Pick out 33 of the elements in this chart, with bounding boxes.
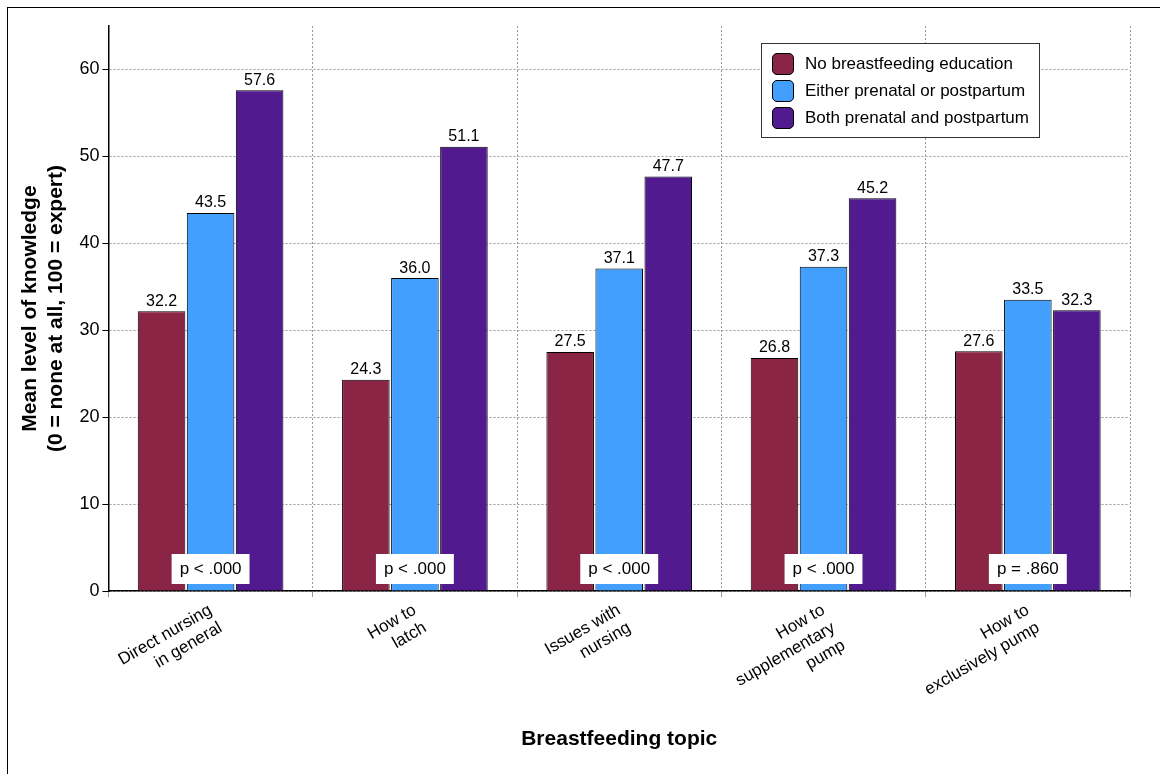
y-tick-label: 50 bbox=[79, 145, 100, 166]
y-axis-title: Mean level of knowledge (0 = none at all, 100 = expert) bbox=[17, 164, 66, 453]
y-tick-label: 60 bbox=[79, 58, 100, 79]
legend-label: Both prenatal and postpartum bbox=[805, 107, 1029, 129]
data-label: 36.0 bbox=[399, 258, 431, 276]
y-tick-label: 40 bbox=[79, 232, 100, 253]
data-label: 37.1 bbox=[603, 248, 635, 266]
data-label: 51.1 bbox=[448, 127, 480, 145]
annotation: p < .000 bbox=[179, 558, 242, 578]
data-label: 33.5 bbox=[1012, 280, 1044, 298]
data-label: 24.3 bbox=[350, 360, 382, 378]
data-label: 27.6 bbox=[963, 331, 995, 349]
data-label: 26.8 bbox=[758, 338, 791, 356]
data-label: 27.5 bbox=[554, 332, 586, 350]
data-label: 32.3 bbox=[1061, 290, 1093, 308]
legend-label: Either prenatal or postpartum bbox=[805, 80, 1026, 102]
data-label: 43.5 bbox=[195, 193, 227, 211]
annotation: p < .000 bbox=[588, 558, 651, 578]
x-tick-label: How to latch bbox=[363, 599, 430, 653]
y-tick-label: 0 bbox=[89, 580, 100, 601]
data-label: 47.7 bbox=[652, 156, 684, 174]
data-label: 45.2 bbox=[856, 178, 889, 196]
y-tick-label: 10 bbox=[79, 493, 100, 514]
annotation: p < .000 bbox=[383, 558, 446, 578]
data-label: 37.3 bbox=[807, 247, 840, 265]
data-label: 32.2 bbox=[145, 291, 178, 309]
y-tick-label: 30 bbox=[79, 319, 100, 340]
x-axis-title: Breastfeeding topic bbox=[521, 726, 718, 750]
annotation: p < .000 bbox=[792, 558, 855, 578]
data-label: 57.6 bbox=[244, 70, 276, 88]
y-tick-label: 20 bbox=[79, 406, 100, 427]
annotation: p = .860 bbox=[996, 558, 1059, 578]
legend-label: No breastfeeding education bbox=[805, 53, 1013, 75]
